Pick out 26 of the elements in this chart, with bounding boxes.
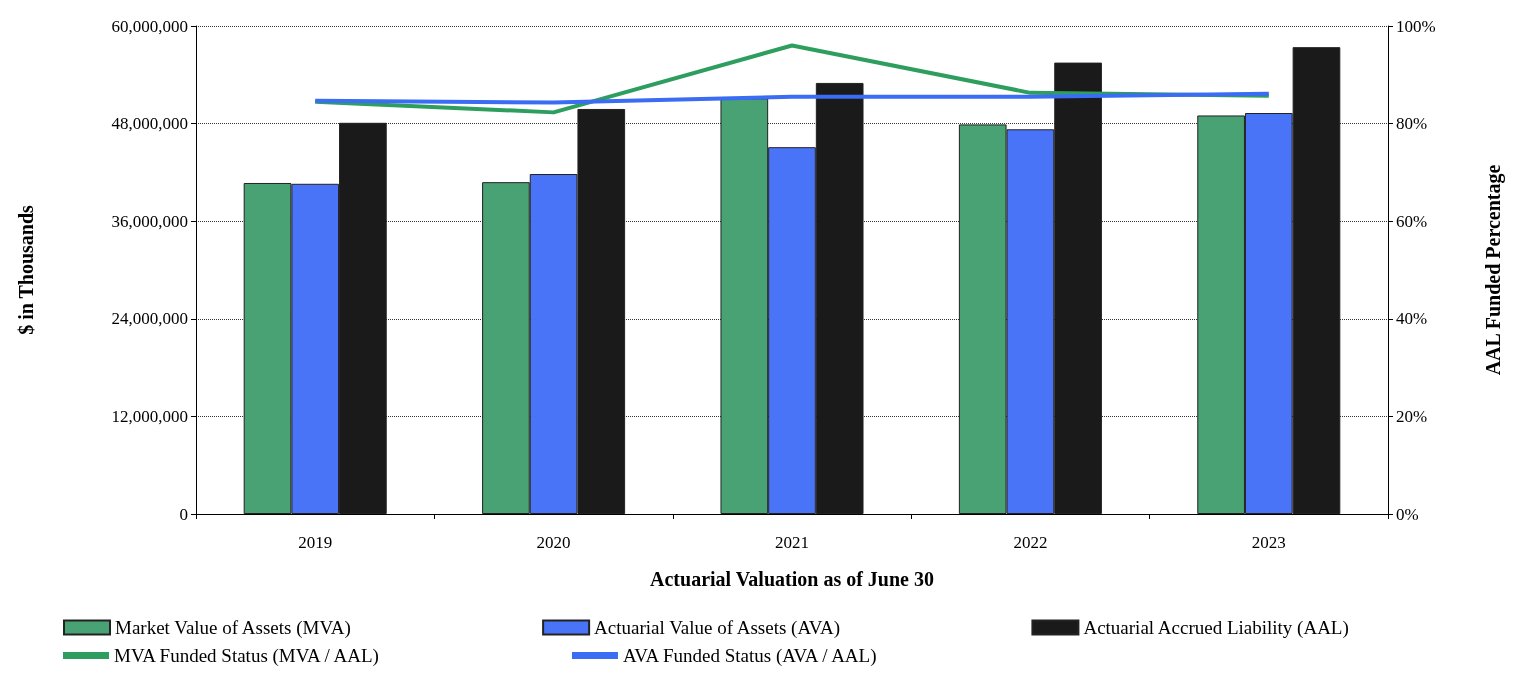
y-tick-label: 60,000,000 (111, 16, 188, 36)
y-tick-label: 24,000,000 (111, 309, 188, 329)
x-tick-label: 2021 (775, 533, 809, 552)
y2-tick-label: 100% (1396, 16, 1436, 36)
y2-tick-label: 0% (1396, 504, 1419, 524)
y2-tick-label: 40% (1396, 309, 1428, 329)
y2-tick-label: 20% (1396, 406, 1428, 426)
y2-axis-title: AAL Funded Percentage (1482, 164, 1505, 376)
y-tick-label: 36,000,000 (111, 211, 188, 231)
legend-label: AVA Funded Status (AVA / AAL) (622, 645, 877, 667)
legend-label: Market Value of Assets (MVA) (115, 617, 351, 639)
y-tick-label: 0 (179, 504, 188, 524)
x-tick-label: 2023 (1251, 533, 1286, 552)
y2-tick-label: 60% (1396, 211, 1428, 231)
y2-tick-label: 80% (1396, 114, 1428, 134)
legend-label: Actuarial Accrued Liability (AAL) (1083, 617, 1349, 639)
x-axis-title: Actuarial Valuation as of June 30 (650, 568, 934, 590)
y-tick-label: 48,000,000 (111, 114, 188, 134)
legend-label: MVA Funded Status (MVA / AAL) (114, 645, 379, 667)
x-tick-label: 2020 (536, 533, 571, 552)
x-tick-label: 2019 (298, 533, 333, 552)
y-axis-title: $ in Thousands (15, 204, 37, 335)
x-tick-label: 2022 (1013, 533, 1048, 552)
line-series (313, 91, 1271, 105)
y-tick-label: 12,000,000 (111, 406, 188, 426)
legend-label: Actuarial Value of Assets (AVA) (594, 617, 841, 639)
